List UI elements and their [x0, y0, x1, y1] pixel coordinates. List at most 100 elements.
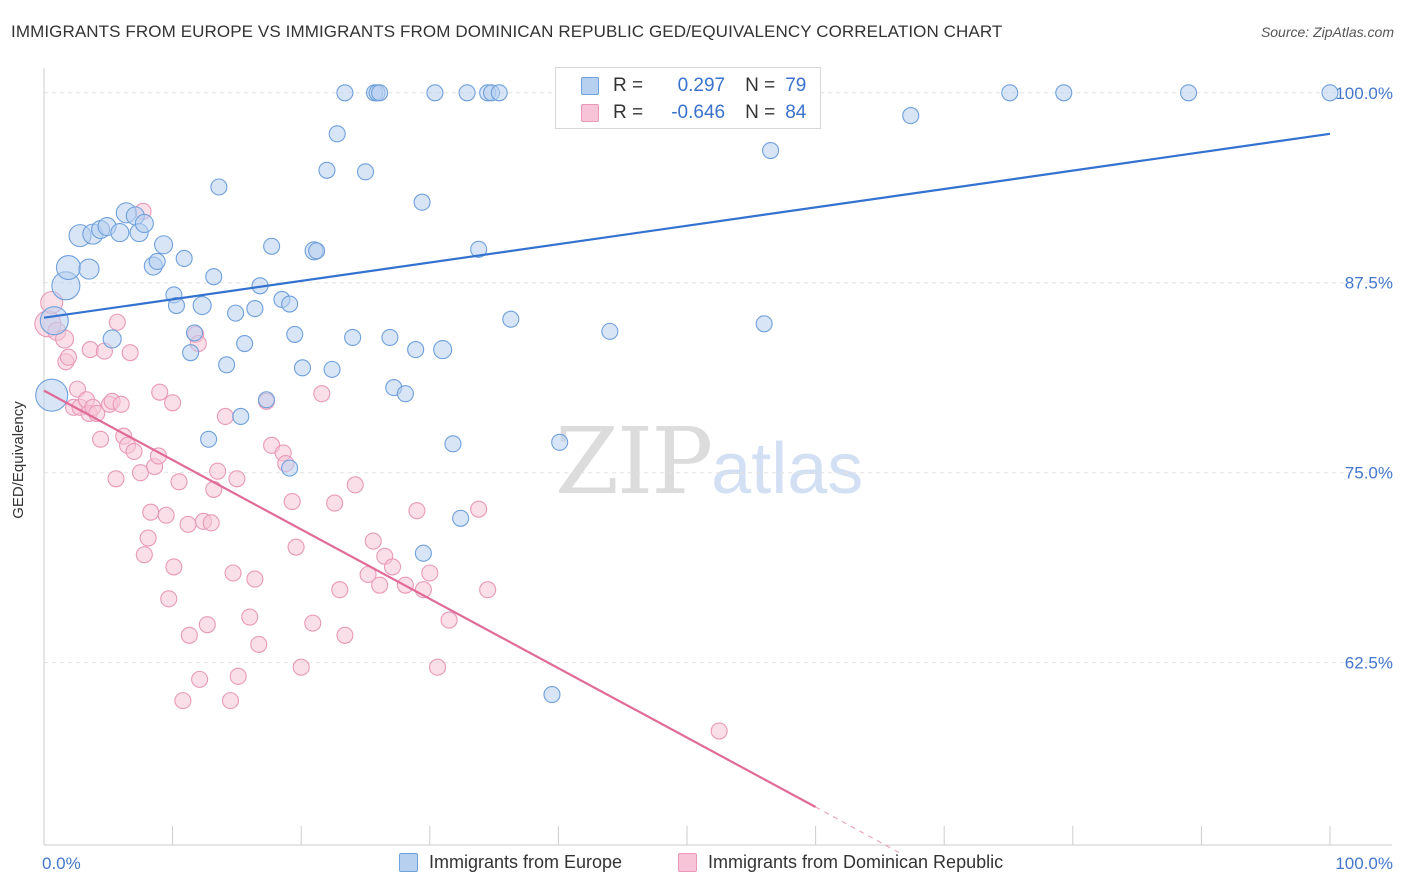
bottom-legend: Immigrants from Europe Immigrants from D… — [0, 852, 1406, 878]
europe-point-17 — [154, 235, 174, 255]
dominican-point-37 — [170, 473, 188, 491]
dominican-r-value: -0.646 — [671, 102, 726, 123]
europe-points — [35, 84, 1339, 704]
europe-point-53 — [396, 385, 414, 403]
europe-point-59 — [444, 435, 462, 453]
europe-point-3 — [55, 254, 81, 281]
europe-r-value: 0.297 — [677, 75, 726, 96]
dominican-point-24 — [125, 442, 143, 460]
dominican-point-35 — [164, 394, 182, 412]
dominican-point-33 — [157, 506, 175, 524]
y-tick-label-0: 62.5% — [1345, 654, 1393, 673]
dominican-point-18 — [107, 470, 125, 488]
europe-point-9 — [110, 223, 130, 243]
europe-point-20 — [175, 249, 193, 267]
europe-point-68 — [551, 433, 569, 451]
europe-point-67 — [543, 686, 561, 704]
dominican-swatch — [581, 104, 599, 122]
dominican-point-14 — [92, 430, 110, 448]
europe-point-75 — [1001, 84, 1019, 102]
europe-point-10 — [102, 329, 122, 349]
dominican-point-32 — [151, 383, 169, 401]
europe-point-19 — [167, 296, 186, 315]
dominican-point-62 — [287, 538, 305, 556]
europe-swatch — [581, 77, 599, 95]
dominican-point-48 — [209, 462, 227, 480]
x-tick-label-1: 100.0% — [1335, 854, 1393, 873]
x-tick-label-0: 0.0% — [42, 854, 81, 873]
dominican-point-79 — [428, 658, 447, 676]
europe-point-42 — [318, 161, 336, 179]
legend-item-europe: Immigrants from Europe — [399, 852, 622, 873]
dominican-point-11 — [81, 341, 99, 359]
dominican-trend-line — [43, 389, 817, 808]
europe-point-56 — [414, 544, 432, 562]
dominican-point-56 — [250, 635, 268, 653]
europe-point-72 — [755, 315, 773, 333]
dominican-point-64 — [304, 614, 322, 632]
europe-r-label: R = — [613, 75, 644, 96]
stats-legend: R = 0.297 N = 79 R = -0.646 N = 84 — [555, 67, 821, 129]
europe-point-36 — [281, 295, 299, 313]
dominican-point-71 — [364, 532, 382, 550]
dominican-point-45 — [198, 616, 216, 634]
dominican-point-20 — [112, 395, 130, 413]
dominican-n-value: 84 — [785, 102, 807, 123]
europe-point-61 — [458, 84, 476, 102]
dominican-n-label: N = — [745, 102, 776, 123]
europe-point-1 — [39, 306, 69, 336]
legend-europe-swatch — [399, 853, 418, 872]
europe-point-55 — [413, 193, 431, 211]
dominican-point-36 — [165, 558, 183, 576]
europe-point-31 — [246, 300, 264, 318]
europe-n-value: 79 — [785, 75, 807, 96]
dominican-point-55 — [246, 570, 264, 588]
dominican-point-23 — [121, 344, 139, 362]
europe-point-21 — [182, 344, 200, 362]
y-tick-label-1: 75.0% — [1345, 464, 1393, 483]
dominican-point-5 — [59, 348, 77, 366]
dominican-point-40 — [180, 626, 198, 644]
europe-point-65 — [490, 84, 508, 102]
dominican-point-74 — [383, 558, 402, 576]
dominican-point-53 — [229, 667, 247, 685]
dominican-point-38 — [174, 692, 192, 710]
europe-point-77 — [1179, 84, 1198, 102]
dominican-point-72 — [371, 576, 389, 594]
dominican-point-51 — [224, 564, 242, 582]
europe-point-23 — [192, 295, 212, 316]
europe-point-47 — [356, 163, 375, 181]
europe-point-74 — [902, 107, 920, 125]
europe-point-28 — [227, 304, 245, 322]
dominican-point-81 — [470, 500, 488, 518]
chart-title: IMMIGRANTS FROM EUROPE VS IMMIGRANTS FRO… — [11, 22, 1003, 41]
dominican-point-54 — [241, 608, 259, 626]
legend-europe-label: Immigrants from Europe — [429, 852, 623, 872]
legend-item-dominican: Immigrants from Dominican Republic — [678, 852, 1003, 873]
europe-point-25 — [205, 268, 223, 286]
europe-point-22 — [185, 324, 204, 342]
europe-trend-line — [43, 132, 1331, 319]
europe-point-30 — [236, 334, 254, 353]
europe-point-73 — [762, 141, 780, 160]
dominican-point-63 — [292, 658, 310, 676]
europe-point-33 — [257, 391, 276, 409]
europe-point-5 — [78, 258, 100, 280]
europe-point-44 — [328, 125, 346, 143]
europe-point-34 — [263, 237, 281, 255]
dominican-point-19 — [108, 313, 126, 331]
dominican-point-43 — [191, 670, 209, 688]
dominican-point-34 — [160, 590, 178, 608]
legend-dominican-swatch — [678, 853, 697, 872]
europe-point-29 — [232, 407, 250, 426]
dominican-point-78 — [421, 564, 439, 582]
dominican-point-47 — [205, 480, 223, 498]
europe-point-76 — [1055, 84, 1073, 102]
dominican-point-80 — [440, 611, 458, 629]
europe-point-62 — [470, 240, 488, 258]
dominican-point-65 — [313, 385, 331, 403]
europe-point-26 — [210, 178, 228, 196]
trend-lines — [43, 132, 1331, 854]
europe-n-label: N = — [745, 75, 776, 96]
